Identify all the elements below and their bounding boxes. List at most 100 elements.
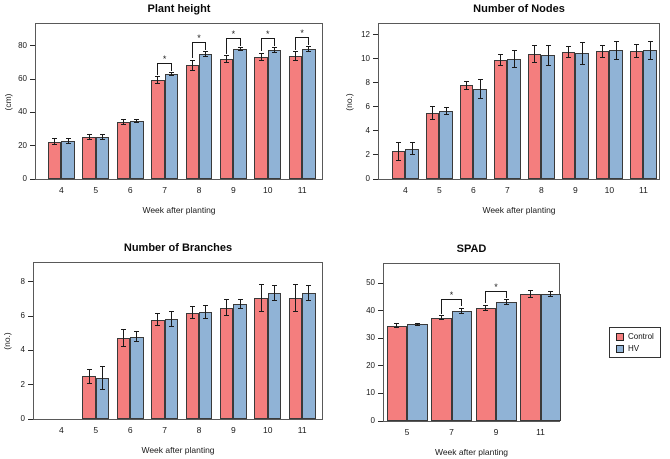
bar-control-week-11 — [288, 298, 303, 419]
x-axis-label: Week after planting — [434, 447, 509, 457]
errorbar-cap-top — [548, 291, 554, 293]
y-tick-4 — [373, 130, 378, 132]
errorbar-cap-bottom — [459, 313, 465, 315]
errorbar-cap-top — [100, 366, 105, 368]
errorbar-cap-bottom — [498, 64, 504, 66]
errorbar-hv-week-8 — [205, 51, 207, 57]
bar-control-week-10 — [596, 51, 610, 179]
sig-bracket-leg-left — [440, 299, 442, 314]
bar-control-week-8 — [528, 54, 542, 179]
x-category-label-10: 10 — [263, 185, 273, 195]
errorbar-cap-top — [503, 299, 509, 301]
y-tick-label-20: 20 — [366, 360, 375, 370]
y-tick-label-0: 0 — [365, 174, 370, 183]
sig-star-week-10: * — [266, 28, 270, 39]
sig-bracket-leg-right — [308, 36, 310, 45]
bar-control-week-8 — [185, 312, 199, 419]
sig-bracket-week-8 — [192, 41, 206, 43]
errorbar-control-week-6 — [466, 81, 468, 90]
y-tick-20 — [30, 145, 35, 147]
errorbar-control-week-10 — [602, 45, 604, 58]
bar-hv-week-11 — [643, 50, 657, 179]
errorbar-cap-top — [498, 54, 504, 56]
errorbar-cap-bottom — [477, 97, 483, 99]
sig-bracket-leg-right — [239, 37, 241, 46]
errorbar-hv-week-6 — [136, 331, 138, 342]
x-category-label-9: 9 — [573, 185, 578, 195]
errorbar-cap-bottom — [306, 51, 312, 53]
errorbar-cap-top — [545, 44, 551, 46]
x-axis-label: Week after planting — [482, 205, 556, 215]
bar-control-week-9 — [220, 59, 234, 179]
y-tick-label-40: 40 — [18, 107, 27, 117]
errorbar-cap-bottom — [548, 295, 554, 297]
errorbar-cap-top — [134, 331, 140, 333]
y-tick-20 — [378, 365, 383, 367]
y-tick-2 — [28, 384, 33, 386]
errorbar-hv-week-5 — [416, 323, 418, 326]
bar-control-week-6 — [116, 122, 131, 179]
errorbar-cap-bottom — [121, 345, 126, 347]
errorbar-cap-bottom — [203, 56, 209, 58]
x-category-label-5: 5 — [404, 427, 410, 437]
errorbar-cap-top — [443, 107, 449, 108]
errorbar-cap-top — [579, 42, 585, 44]
bar-hv-week-7 — [164, 318, 178, 419]
sig-bracket-leg-right — [170, 62, 172, 71]
bar-control-week-5 — [82, 136, 96, 179]
errorbar-cap-top — [121, 328, 126, 330]
errorbar-cap-bottom — [511, 66, 517, 68]
y-tick-0 — [30, 178, 35, 180]
errorbar-hv-week-9 — [239, 299, 241, 309]
errorbar-cap-top — [272, 284, 277, 286]
y-tick-label-6: 6 — [20, 311, 25, 321]
errorbar-cap-top — [613, 40, 619, 42]
errorbar-cap-bottom — [545, 64, 551, 66]
bar-hv-week-11 — [540, 294, 561, 421]
errorbar-cap-top — [258, 52, 264, 54]
errorbar-cap-bottom — [579, 63, 585, 65]
errorbar-cap-bottom — [396, 159, 402, 161]
chart-title: Plant height — [147, 3, 211, 15]
errorbar-control-week-9 — [226, 299, 228, 316]
errorbar-cap-bottom — [134, 121, 140, 123]
errorbar-control-week-11 — [529, 290, 531, 298]
bar-hv-week-9 — [233, 49, 247, 179]
x-category-label-7: 7 — [449, 427, 454, 437]
errorbar-cap-top — [52, 137, 58, 139]
errorbar-cap-top — [634, 43, 640, 45]
errorbar-cap-top — [293, 283, 298, 285]
errorbar-cap-bottom — [65, 142, 71, 144]
bar-control-week-5 — [426, 112, 440, 179]
y-tick-label-60: 60 — [18, 74, 27, 84]
y-tick-label-4: 4 — [20, 345, 25, 355]
errorbar-control-week-7 — [440, 315, 442, 320]
errorbar-control-week-8 — [191, 60, 193, 71]
sig-star-week-7: * — [449, 290, 454, 301]
errorbar-cap-bottom — [600, 56, 606, 58]
y-tick-label-10: 10 — [366, 388, 375, 398]
errorbar-cap-top — [258, 283, 264, 285]
bar-hv-week-10 — [267, 50, 282, 179]
y-tick-label-0: 0 — [370, 416, 375, 425]
errorbar-control-week-4 — [398, 142, 400, 161]
errorbar-control-week-8 — [191, 306, 193, 319]
bar-hv-week-9 — [575, 53, 589, 179]
sig-bracket-week-9 — [226, 37, 241, 39]
errorbar-control-week-6 — [123, 329, 124, 347]
errorbar-cap-top — [237, 47, 243, 49]
bar-control-week-6 — [460, 85, 474, 179]
errorbar-cap-top — [189, 306, 195, 308]
bar-hv-week-10 — [609, 50, 623, 179]
y-tick-label-2: 2 — [20, 379, 25, 389]
y-tick-8 — [373, 82, 378, 84]
errorbar-cap-top — [532, 45, 538, 47]
errorbar-cap-top — [527, 290, 533, 292]
errorbar-cap-top — [306, 284, 312, 286]
errorbar-cap-top — [459, 307, 465, 309]
errorbar-control-week-7 — [157, 76, 159, 84]
errorbar-hv-week-8 — [547, 45, 549, 66]
y-tick-4 — [28, 349, 33, 351]
y-tick-0 — [378, 420, 383, 422]
x-category-label-5: 5 — [437, 185, 442, 195]
